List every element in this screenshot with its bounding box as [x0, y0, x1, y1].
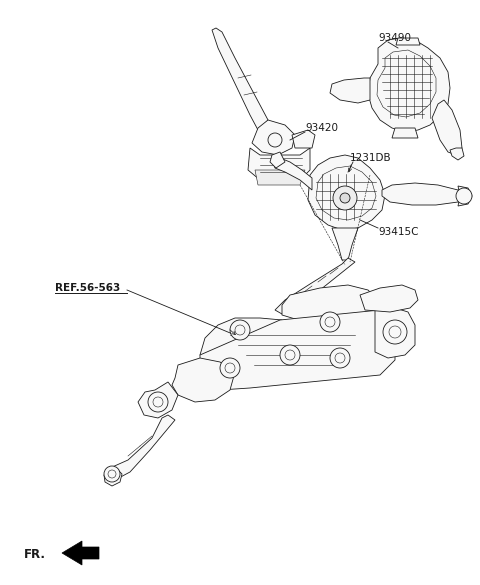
Text: 1231DB: 1231DB — [350, 153, 392, 163]
Text: FR.: FR. — [24, 549, 46, 562]
Circle shape — [340, 193, 350, 203]
Circle shape — [383, 320, 407, 344]
Polygon shape — [368, 38, 450, 132]
Polygon shape — [212, 28, 268, 130]
Circle shape — [148, 392, 168, 412]
Polygon shape — [252, 120, 295, 155]
Polygon shape — [108, 415, 175, 480]
Polygon shape — [200, 310, 395, 390]
Polygon shape — [432, 100, 462, 155]
Polygon shape — [396, 38, 420, 45]
Text: 93490: 93490 — [378, 33, 411, 43]
Circle shape — [268, 133, 282, 147]
Polygon shape — [248, 148, 310, 180]
Polygon shape — [308, 155, 385, 230]
Polygon shape — [458, 186, 472, 206]
Polygon shape — [272, 158, 312, 190]
Polygon shape — [282, 285, 378, 325]
Polygon shape — [255, 170, 305, 185]
Polygon shape — [275, 258, 355, 314]
Polygon shape — [104, 468, 122, 486]
Polygon shape — [172, 358, 235, 402]
Text: 93420: 93420 — [305, 123, 338, 133]
Polygon shape — [62, 541, 99, 565]
Circle shape — [220, 358, 240, 378]
Polygon shape — [450, 148, 464, 160]
Polygon shape — [332, 228, 358, 260]
Polygon shape — [392, 128, 418, 138]
Circle shape — [230, 320, 250, 340]
Polygon shape — [330, 78, 370, 103]
Circle shape — [320, 312, 340, 332]
Circle shape — [456, 188, 472, 204]
Text: 93415C: 93415C — [378, 227, 419, 237]
Circle shape — [280, 345, 300, 365]
Polygon shape — [375, 308, 415, 358]
Polygon shape — [200, 318, 282, 375]
Polygon shape — [270, 152, 285, 168]
Polygon shape — [360, 285, 418, 312]
Circle shape — [330, 348, 350, 368]
Circle shape — [333, 186, 357, 210]
Polygon shape — [382, 183, 462, 205]
Text: REF.56-563: REF.56-563 — [55, 283, 120, 293]
Circle shape — [104, 466, 120, 482]
Polygon shape — [138, 382, 178, 418]
Polygon shape — [292, 130, 315, 148]
